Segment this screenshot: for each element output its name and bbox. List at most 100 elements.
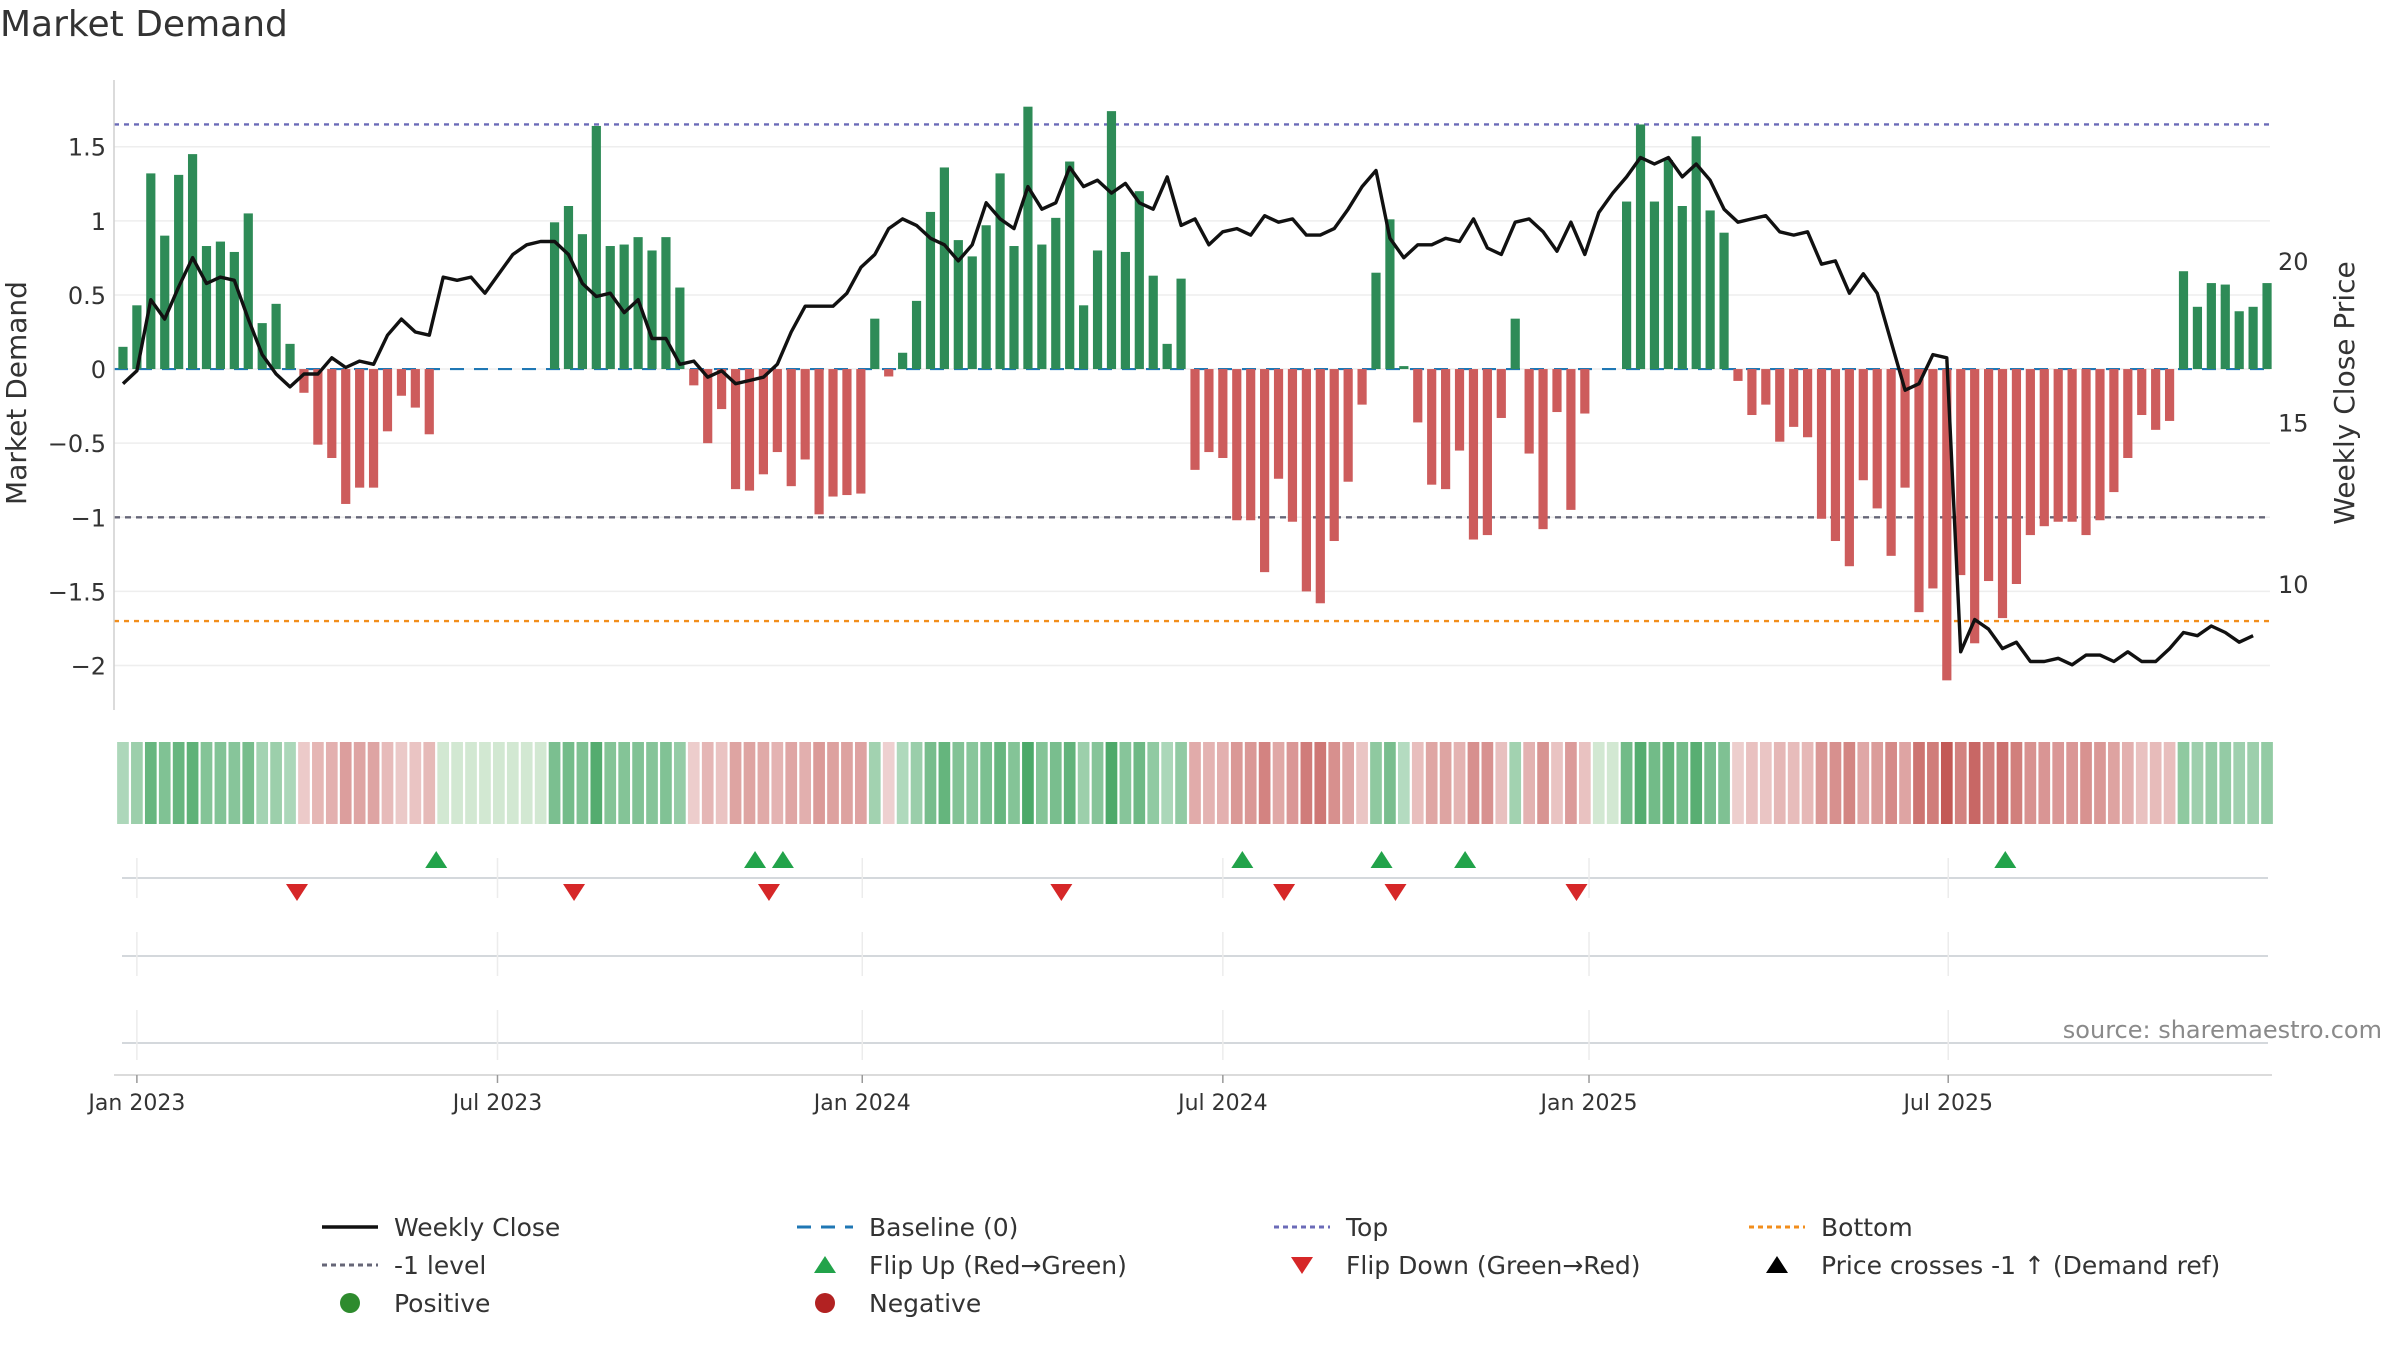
demand-bar-negative bbox=[341, 369, 351, 504]
heat-cell bbox=[228, 742, 241, 824]
heat-cell bbox=[980, 742, 993, 824]
demand-bar-negative bbox=[1580, 369, 1590, 414]
demand-bar-positive bbox=[243, 213, 253, 370]
flip-up-marker bbox=[1370, 851, 1393, 868]
legend-label: Bottom bbox=[1821, 1212, 1913, 1242]
heat-cell bbox=[2121, 742, 2134, 824]
heat-cell bbox=[409, 742, 422, 824]
demand-bar-negative bbox=[299, 369, 309, 393]
x-tick-label: Jan 2025 bbox=[1539, 1091, 1638, 1116]
demand-bar-negative bbox=[1747, 369, 1757, 416]
demand-bar-negative bbox=[1900, 369, 1910, 488]
heat-cell bbox=[2135, 742, 2148, 824]
demand-bar-negative bbox=[1956, 369, 1966, 576]
legend-label: Positive bbox=[394, 1288, 491, 1318]
heat-cell bbox=[1704, 742, 1716, 824]
heat-cell bbox=[1732, 742, 1744, 824]
demand-bar-negative bbox=[1468, 369, 1479, 540]
demand-bar-negative bbox=[1482, 369, 1492, 536]
demand-bar-negative bbox=[1454, 369, 1465, 451]
heat-cell bbox=[1899, 742, 1911, 824]
heat-cell bbox=[1871, 742, 1884, 824]
heat-cell bbox=[2219, 742, 2232, 824]
demand-bar-positive bbox=[132, 305, 142, 370]
heat-cell bbox=[479, 742, 491, 824]
price-series bbox=[121, 155, 2254, 667]
demand-bar-positive bbox=[1051, 217, 1061, 370]
heat-cell bbox=[1453, 742, 1466, 824]
y-tick-label: 1 bbox=[91, 208, 106, 236]
demand-bar-positive bbox=[146, 173, 156, 370]
heat-cell bbox=[520, 742, 533, 824]
heat-cell bbox=[1216, 742, 1229, 824]
demand-bar-negative bbox=[424, 369, 434, 435]
demand-bar-positive bbox=[257, 323, 267, 370]
y-tick-label: −1.5 bbox=[48, 578, 106, 606]
heat-cell bbox=[1551, 742, 1563, 824]
demand-bar-negative bbox=[1761, 369, 1771, 405]
demand-bar-positive bbox=[967, 256, 977, 370]
demand-bar-positive bbox=[2192, 306, 2203, 370]
legend-item-top: Top bbox=[1272, 1212, 1388, 1242]
heat-cell bbox=[1787, 742, 1800, 824]
heat-cell bbox=[298, 742, 310, 824]
heat-cell bbox=[757, 742, 770, 824]
heat-cell bbox=[924, 742, 937, 824]
heat-cell bbox=[1397, 742, 1410, 824]
y-tick-label: −2 bbox=[71, 653, 106, 681]
heat-cell bbox=[437, 742, 450, 824]
heat-cell bbox=[1843, 742, 1856, 824]
demand-bar-negative bbox=[2081, 369, 2091, 536]
heat-cell bbox=[1384, 742, 1396, 824]
demand-bar-negative bbox=[1218, 369, 1228, 458]
heat-cell bbox=[1829, 742, 1842, 824]
axes: 1.5 1 0.5 0 −0.5 −1 −1.5 −2 Market Demand 20 15 10 W… bbox=[0, 80, 2361, 710]
demand-bar-negative bbox=[1886, 369, 1896, 556]
demand-bar-positive bbox=[1176, 278, 1186, 370]
heat-cell bbox=[1509, 742, 1522, 824]
demand-bar-positive bbox=[1677, 206, 1687, 370]
legend-symbol-bottom bbox=[1749, 1225, 1805, 1229]
heat-cell bbox=[1175, 742, 1187, 824]
heat-cell bbox=[1300, 742, 1313, 824]
legend-symbol-positive bbox=[340, 1293, 360, 1313]
demand-bar-negative bbox=[1802, 369, 1813, 438]
flip-up-marker bbox=[1231, 851, 1254, 868]
heat-cell bbox=[242, 742, 255, 824]
legend-item-baseline: Baseline (0) bbox=[795, 1212, 1018, 1242]
heat-cell bbox=[1328, 742, 1341, 824]
heat-cell bbox=[1996, 742, 2009, 824]
demand-bar-negative bbox=[703, 369, 713, 444]
demand-bar-positive bbox=[591, 125, 601, 370]
demand-bar-negative bbox=[1343, 369, 1353, 482]
legend-item-minus-one: -1 level bbox=[320, 1250, 486, 1280]
demand-bar-negative bbox=[2067, 369, 2077, 522]
demand-bar-negative bbox=[410, 369, 420, 408]
heat-cell bbox=[1815, 742, 1828, 824]
demand-bar-positive bbox=[939, 167, 949, 370]
demand-bar-negative bbox=[856, 369, 866, 494]
heat-cell bbox=[353, 742, 366, 824]
y-tick-label: 0 bbox=[91, 356, 106, 384]
legend-item-price-cross: Price crosses -1 ↑ (Demand ref) bbox=[1747, 1250, 2220, 1280]
heat-cell bbox=[1203, 742, 1215, 824]
demand-bar-positive bbox=[1120, 251, 1130, 370]
demand-bar-negative bbox=[730, 369, 741, 490]
heat-cell bbox=[1356, 742, 1368, 824]
legend-symbol-flip-down bbox=[1291, 1257, 1313, 1274]
heat-cell bbox=[1063, 742, 1076, 824]
heat-cell bbox=[325, 742, 338, 824]
demand-bar-negative bbox=[1733, 369, 1743, 381]
heat-cell bbox=[896, 742, 909, 824]
demand-bar-negative bbox=[2137, 369, 2147, 416]
heat-cell bbox=[2010, 742, 2023, 824]
demand-bar-positive bbox=[619, 244, 629, 370]
demand-bar-negative bbox=[1232, 369, 1242, 521]
demand-bar-positive bbox=[2234, 311, 2244, 370]
heat-cell bbox=[1022, 742, 1034, 824]
demand-bar-negative bbox=[1413, 369, 1423, 423]
flip-down-marker bbox=[1565, 884, 1588, 901]
demand-bar-positive bbox=[1106, 111, 1117, 370]
demand-bar-negative bbox=[1775, 369, 1785, 442]
y-tick-label: 1.5 bbox=[68, 134, 106, 162]
